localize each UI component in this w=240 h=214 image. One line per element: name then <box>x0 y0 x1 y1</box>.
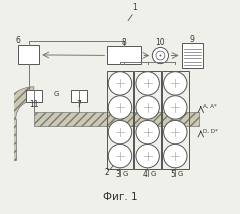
Text: D, D*: D, D* <box>203 128 218 133</box>
Circle shape <box>156 51 165 60</box>
Circle shape <box>160 55 161 56</box>
Text: 4: 4 <box>143 170 148 179</box>
Circle shape <box>136 72 159 95</box>
Text: 8: 8 <box>122 38 127 47</box>
Circle shape <box>136 96 159 119</box>
Text: G: G <box>178 171 183 177</box>
Bar <box>34 112 199 126</box>
Bar <box>71 90 87 102</box>
Text: 10: 10 <box>156 38 165 47</box>
Circle shape <box>108 96 132 119</box>
Circle shape <box>164 96 187 119</box>
Circle shape <box>108 144 132 168</box>
Text: 5: 5 <box>171 170 176 179</box>
Text: 1: 1 <box>132 3 137 12</box>
Bar <box>162 71 189 169</box>
Bar <box>107 71 133 169</box>
Text: Фиг. 1: Фиг. 1 <box>103 192 137 202</box>
Text: 11: 11 <box>30 100 39 109</box>
Circle shape <box>108 72 132 95</box>
Text: G: G <box>150 171 156 177</box>
Text: 6: 6 <box>16 36 21 45</box>
Bar <box>2 119 16 160</box>
Text: G: G <box>123 171 128 177</box>
Circle shape <box>164 144 187 168</box>
Circle shape <box>164 72 187 95</box>
Bar <box>134 71 161 169</box>
Text: G: G <box>54 91 60 97</box>
Text: 7: 7 <box>77 100 82 109</box>
Bar <box>182 43 203 68</box>
Text: 9: 9 <box>190 35 195 44</box>
Text: A, A*: A, A* <box>203 104 217 109</box>
Bar <box>107 46 141 64</box>
Polygon shape <box>2 87 34 119</box>
Circle shape <box>164 120 187 144</box>
Text: 3: 3 <box>115 170 120 179</box>
Circle shape <box>136 144 159 168</box>
Bar <box>18 45 39 64</box>
Circle shape <box>136 120 159 144</box>
Text: 2: 2 <box>105 168 110 177</box>
Circle shape <box>108 120 132 144</box>
Bar <box>26 90 42 102</box>
Circle shape <box>152 48 168 64</box>
